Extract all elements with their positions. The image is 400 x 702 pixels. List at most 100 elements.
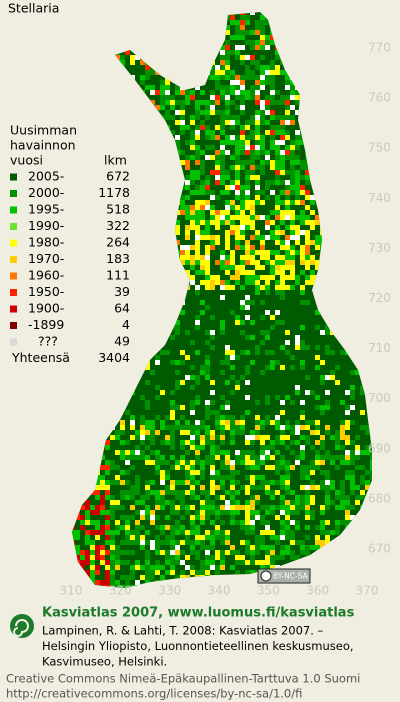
grid-cell xyxy=(310,570,315,575)
grid-cell xyxy=(360,560,365,565)
grid-cell xyxy=(155,305,160,310)
grid-cell xyxy=(340,35,345,40)
grid-cell xyxy=(240,80,245,85)
grid-cell xyxy=(75,220,80,225)
grid-cell xyxy=(255,460,260,465)
grid-cell xyxy=(85,540,90,545)
grid-cell xyxy=(225,215,230,220)
grid-cell xyxy=(285,180,290,185)
grid-cell xyxy=(200,280,205,285)
grid-cell xyxy=(230,100,235,105)
grid-cell xyxy=(80,525,85,530)
grid-cell xyxy=(330,30,335,35)
grid-cell xyxy=(195,20,200,25)
grid-cell xyxy=(260,200,265,205)
grid-cell xyxy=(190,410,195,415)
grid-cell xyxy=(80,185,85,190)
grid-cell xyxy=(155,240,160,245)
grid-cell xyxy=(165,570,170,575)
grid-cell xyxy=(305,160,310,165)
grid-cell xyxy=(370,445,372,450)
grid-cell xyxy=(235,145,240,150)
grid-cell xyxy=(105,495,110,500)
grid-cell xyxy=(185,555,190,560)
grid-cell xyxy=(195,70,200,75)
grid-cell xyxy=(290,505,295,510)
grid-cell xyxy=(250,205,255,210)
grid-cell xyxy=(185,185,190,190)
grid-cell xyxy=(300,365,305,370)
grid-cell xyxy=(175,135,180,140)
grid-cell xyxy=(350,205,355,210)
grid-cell xyxy=(325,225,330,230)
grid-cell xyxy=(72,45,75,50)
grid-cell xyxy=(72,230,75,235)
grid-cell xyxy=(145,360,150,365)
grid-cell xyxy=(300,415,305,420)
grid-cell xyxy=(275,130,280,135)
grid-cell xyxy=(345,160,350,165)
grid-cell xyxy=(100,560,105,565)
grid-cell xyxy=(300,255,305,260)
grid-cell xyxy=(175,510,180,515)
grid-cell xyxy=(185,355,190,360)
grid-cell xyxy=(140,125,145,130)
grid-cell xyxy=(170,430,175,435)
grid-cell xyxy=(320,210,325,215)
grid-cell xyxy=(75,285,80,290)
grid-cell xyxy=(110,85,115,90)
grid-cell xyxy=(250,270,255,275)
grid-cell xyxy=(185,255,190,260)
grid-cell xyxy=(365,215,370,220)
grid-cell xyxy=(110,565,115,570)
grid-cell xyxy=(72,200,75,205)
grid-cell xyxy=(235,560,240,565)
grid-cell xyxy=(220,440,225,445)
grid-cell xyxy=(310,75,315,80)
grid-cell xyxy=(155,165,160,170)
grid-cell xyxy=(130,200,135,205)
grid-cell xyxy=(355,370,360,375)
grid-cell xyxy=(320,565,325,570)
grid-cell xyxy=(270,135,275,140)
grid-cell xyxy=(365,115,370,120)
grid-cell xyxy=(335,580,340,585)
grid-cell xyxy=(350,590,355,595)
grid-cell xyxy=(140,75,145,80)
grid-cell xyxy=(90,30,95,35)
grid-cell xyxy=(305,230,310,235)
grid-cell xyxy=(165,30,170,35)
grid-cell xyxy=(85,195,90,200)
grid-cell xyxy=(185,540,190,545)
grid-cell xyxy=(270,90,275,95)
grid-cell xyxy=(160,490,165,495)
grid-cell xyxy=(275,420,280,425)
grid-cell xyxy=(245,260,250,265)
grid-cell xyxy=(290,175,295,180)
grid-cell xyxy=(285,395,290,400)
grid-cell xyxy=(195,240,200,245)
grid-cell xyxy=(215,475,220,480)
grid-cell xyxy=(360,505,365,510)
grid-cell xyxy=(340,12,345,15)
grid-cell xyxy=(275,415,280,420)
grid-cell xyxy=(95,50,100,55)
grid-cell xyxy=(320,255,325,260)
grid-cell xyxy=(230,355,235,360)
grid-cell xyxy=(300,300,305,305)
grid-cell xyxy=(85,25,90,30)
grid-cell xyxy=(230,425,235,430)
grid-cell xyxy=(72,540,75,545)
grid-cell xyxy=(72,100,75,105)
grid-cell xyxy=(130,490,135,495)
grid-cell xyxy=(350,505,355,510)
grid-cell xyxy=(215,70,220,75)
grid-cell xyxy=(285,435,290,440)
grid-cell xyxy=(130,250,135,255)
grid-cell xyxy=(300,455,305,460)
grid-cell xyxy=(160,390,165,395)
grid-cell xyxy=(215,180,220,185)
grid-cell xyxy=(250,555,255,560)
grid-cell xyxy=(120,450,125,455)
grid-cell xyxy=(295,100,300,105)
